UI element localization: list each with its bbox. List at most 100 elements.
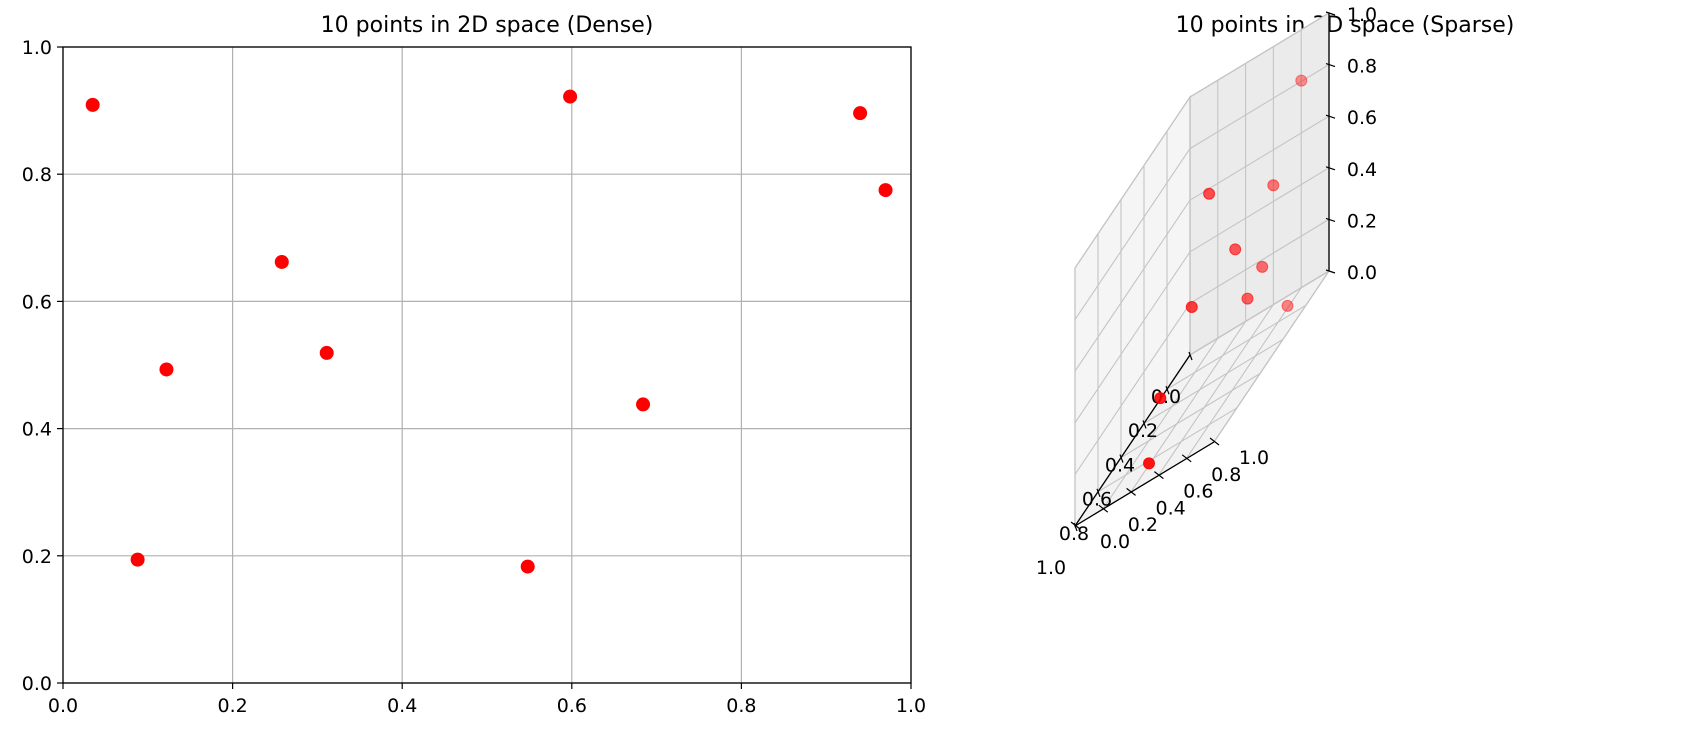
data-point <box>853 106 868 121</box>
y-tick-label: 0.4 <box>1155 497 1185 519</box>
y-tick-label: 0.0 <box>1100 531 1130 553</box>
z-gridline-yz <box>1189 12 1330 98</box>
y-tick-label: 0.8 <box>22 164 52 186</box>
y-tick-label: 1.0 <box>22 37 52 59</box>
data-point <box>319 345 334 360</box>
z-tick-label: 0.2 <box>1347 210 1377 232</box>
z-gridline-xz <box>1074 199 1191 372</box>
z-gridline-yz <box>1189 218 1330 304</box>
y-axis-line <box>1074 441 1215 527</box>
z-gridline-xz <box>1074 148 1191 320</box>
chart-3d-title: 10 points in 3D space (Sparse) <box>1176 13 1515 38</box>
z-gridline-yz <box>1189 64 1330 150</box>
x-tick-mark <box>1142 420 1147 429</box>
z-gridline-yz <box>1189 115 1330 201</box>
data-point-3d <box>1295 74 1308 87</box>
x-tick-mark <box>1119 454 1124 463</box>
x-gridline-floor <box>1120 373 1261 459</box>
z-gridline-xz <box>1074 251 1191 424</box>
x-tick-label: 0.2 <box>217 695 247 717</box>
y-gridline-floor <box>1157 304 1274 476</box>
y-tick-label: 0.2 <box>1128 514 1158 536</box>
x-tick-label: 0.8 <box>1059 523 1089 545</box>
z-tick-mark <box>1325 114 1336 119</box>
chart-2d-points <box>85 89 893 574</box>
data-point-3d <box>1267 179 1280 192</box>
y-tick-mark <box>1098 504 1109 513</box>
z-tick-mark <box>1325 63 1336 68</box>
x-gridline-floor <box>1166 304 1307 390</box>
y-tick-label: 0.8 <box>1211 464 1241 486</box>
chart-3d-axes: 0.00.20.40.60.81.00.00.20.40.60.81.00.00… <box>1036 4 1377 579</box>
x-tick-label: 1.0 <box>896 695 926 717</box>
x-tick-label: 0.4 <box>387 695 417 717</box>
y-tick-mark <box>1181 454 1192 463</box>
x-tick-label: 0.8 <box>726 695 756 717</box>
z-tick-mark <box>1325 269 1336 274</box>
data-point-3d <box>1143 457 1155 470</box>
data-point-3d <box>1154 392 1167 405</box>
z-tick-label: 0.4 <box>1347 159 1377 181</box>
y-tick-mark <box>1070 521 1081 530</box>
data-point <box>274 254 289 269</box>
z-tick-label: 0.6 <box>1347 107 1377 129</box>
data-point <box>878 183 893 198</box>
x-tick-label: 0.6 <box>557 695 587 717</box>
chart-3d-panes <box>1074 11 1330 528</box>
z-tick-mark <box>1325 217 1336 222</box>
chart-2d-dense: 10 points in 2D space (Dense) 0.0 0.2 0.4 0… <box>22 13 926 717</box>
chart-2d-ticks: 0.0 0.2 0.4 0.6 0.8 1.0 0.0 0.2 0.4 0.6 0.8 1.0 <box>22 37 926 717</box>
z-gridline-yz <box>1189 167 1330 253</box>
chart-2d-title: 10 points in 2D space (Dense) <box>321 13 654 38</box>
y-tick-label: 0.6 <box>1183 481 1213 503</box>
x-tick-label: 0.6 <box>1082 489 1112 511</box>
y-gridline-floor <box>1102 337 1219 510</box>
chart-3d-sparse: 10 points in 3D space (Sparse) 0.00.20.4… <box>1036 4 1514 579</box>
y-tick-label: 1.0 <box>1239 447 1269 469</box>
y-tick-label: 0.2 <box>22 546 52 568</box>
z-gridline-xz <box>1074 96 1191 269</box>
data-point-3d <box>1203 187 1216 200</box>
y-gridline-floor <box>1185 287 1302 460</box>
data-point <box>85 97 100 112</box>
data-point-3d <box>1185 301 1198 313</box>
data-point <box>130 552 145 567</box>
z-tick-mark <box>1325 166 1336 171</box>
y-tick-mark <box>1209 437 1220 446</box>
data-point <box>636 397 651 412</box>
back-pane-yz <box>1189 11 1330 357</box>
x-tick-mark <box>1096 488 1101 498</box>
data-point-3d <box>1229 243 1242 256</box>
chart-3d-points <box>1143 74 1308 470</box>
z-tick-mark <box>1325 11 1336 16</box>
data-point-3d <box>1281 299 1294 312</box>
data-point <box>159 362 174 377</box>
z-tick-label: 1.0 <box>1347 4 1377 26</box>
data-point-3d <box>1241 292 1254 305</box>
x-tick-label: 0.4 <box>1105 454 1135 476</box>
x-gridline-floor <box>1097 407 1238 493</box>
data-point-3d <box>1256 260 1269 273</box>
z-gridline-yz <box>1189 270 1330 356</box>
x-tick-label: 1.0 <box>1036 557 1066 579</box>
x-tick-label: 0.2 <box>1128 420 1158 442</box>
z-gridline-xz <box>1074 303 1191 475</box>
y-tick-mark <box>1154 471 1164 480</box>
chart-2d-frame <box>62 46 912 684</box>
data-point <box>563 89 578 104</box>
chart-2d-grid <box>62 46 912 684</box>
y-tick-label: 0.0 <box>22 673 52 695</box>
x-tick-mark <box>1188 351 1193 361</box>
y-gridline-floor <box>1213 270 1330 443</box>
z-tick-label: 0.8 <box>1347 56 1377 78</box>
y-tick-mark <box>1126 487 1136 496</box>
data-point <box>520 559 535 574</box>
x-tick-label: 0.0 <box>48 695 78 717</box>
y-tick-label: 0.6 <box>22 291 52 313</box>
x-tick-mark <box>1165 385 1170 395</box>
x-axis-line <box>1074 354 1191 527</box>
z-tick-label: 0.0 <box>1347 262 1377 284</box>
y-tick-label: 0.4 <box>22 419 52 441</box>
x-gridline-floor <box>1143 338 1284 424</box>
